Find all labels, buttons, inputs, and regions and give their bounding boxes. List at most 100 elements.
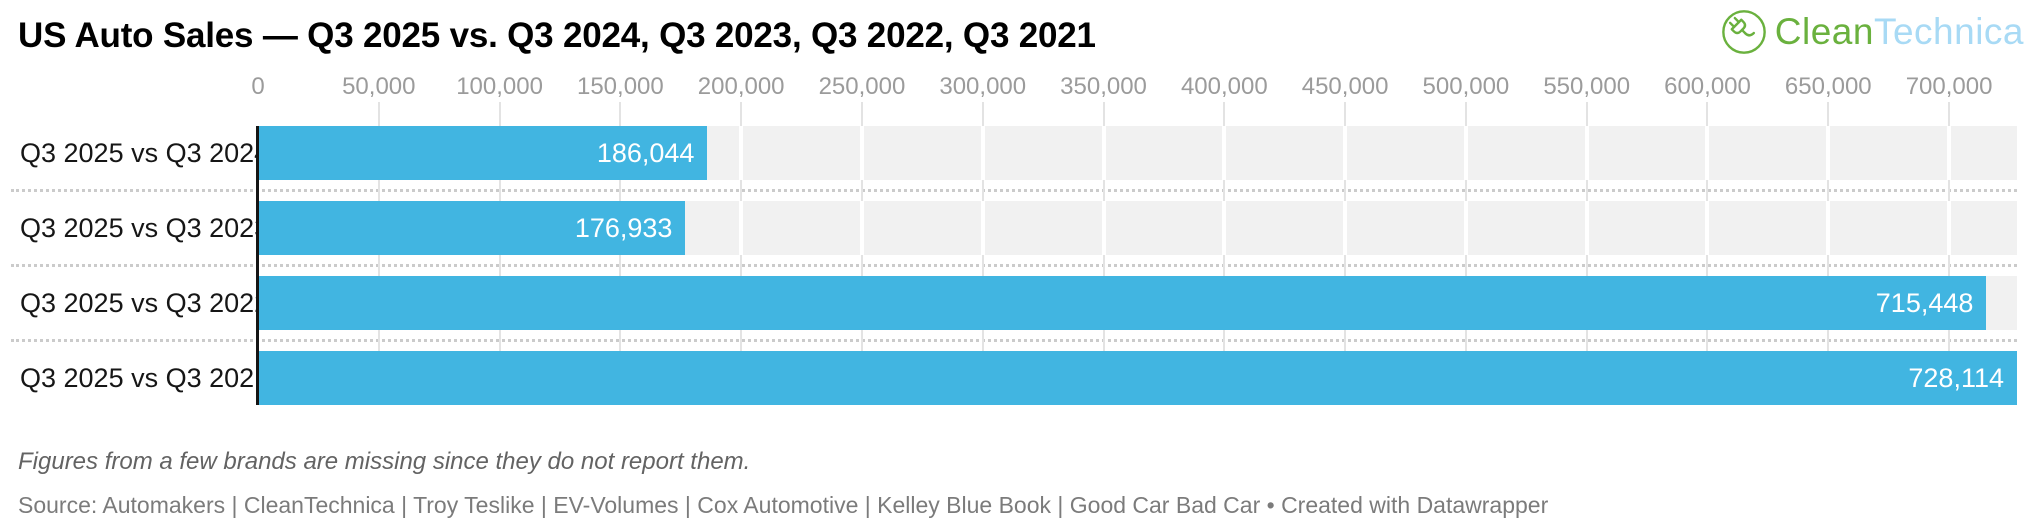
gridline (1102, 180, 1105, 201)
gridline (377, 330, 380, 351)
x-tick-label: 650,000 (1784, 73, 1872, 100)
gridline (498, 255, 501, 276)
bar[interactable]: 176,933 (258, 201, 686, 255)
gridline (1223, 180, 1226, 201)
gridline (860, 102, 863, 126)
gridline (498, 330, 501, 351)
gridline (1827, 255, 1830, 276)
x-tick-label: 150,000 (576, 73, 664, 100)
gridline (1463, 201, 1468, 255)
gridline (1223, 255, 1226, 276)
axis-baseline (256, 126, 259, 405)
gridline (981, 330, 984, 351)
gridline (1464, 180, 1467, 201)
chart-title: US Auto Sales — Q3 2025 vs. Q3 2024, Q3 … (18, 16, 1096, 55)
gridline (377, 180, 380, 201)
bar[interactable]: 186,044 (258, 126, 708, 180)
gridline (1223, 102, 1226, 126)
gridline (739, 201, 744, 255)
gridline (619, 255, 622, 276)
gridline (1947, 201, 1952, 255)
gridline (981, 102, 984, 126)
gridline (980, 126, 985, 180)
gridline (498, 102, 501, 126)
row-separator (11, 255, 2017, 276)
gridline (1585, 102, 1588, 126)
x-axis: 0 50,000 100,000 150,000 200,000 250,000 300,0… (15, 72, 2017, 102)
bar-value-label: 715,448 (1875, 287, 1974, 318)
x-tick-label: 700,000 (1905, 73, 1993, 100)
gridline (860, 180, 863, 201)
gridline (740, 180, 743, 201)
gridline (981, 255, 984, 276)
chart-row: Q3 2025 vs Q3 2023 176,933 (15, 201, 2017, 255)
logo-text-clean: Clean (1774, 11, 1874, 52)
x-tick-label: 100,000 (456, 73, 543, 100)
chart-source: Source: Automakers | CleanTechnica | Tro… (18, 492, 1549, 518)
x-tick-label: 200,000 (697, 73, 785, 100)
gridline (740, 255, 743, 276)
gridline (377, 102, 380, 126)
bar[interactable]: 728,114 (258, 351, 2017, 405)
axis-gap (15, 102, 2017, 126)
separator-grid-area (258, 330, 2017, 351)
gridline (1102, 330, 1105, 351)
gridline (739, 126, 744, 180)
logo-text-technica: Technica (1873, 11, 2024, 52)
row-label: Q3 2025 vs Q3 2023 (20, 212, 270, 243)
x-tick-label: 400,000 (1180, 73, 1268, 100)
chart-header: US Auto Sales — Q3 2025 vs. Q3 2024, Q3 … (0, 0, 2040, 58)
gridline (1826, 126, 1831, 180)
gridline (619, 180, 622, 201)
row-band: 728,114 (258, 351, 2017, 405)
cleantechnica-logo[interactable]: CleanTechnica (1720, 8, 2024, 56)
gridline (740, 330, 743, 351)
gridline (859, 126, 864, 180)
gridline (1948, 255, 1951, 276)
gridline (1343, 126, 1348, 180)
row-band: 176,933 (258, 201, 2017, 255)
x-tick-label: 50,000 (342, 73, 416, 100)
x-tick-label: 550,000 (1543, 73, 1631, 100)
gridline (1827, 102, 1830, 126)
gridline (1827, 330, 1830, 351)
gridline (1344, 102, 1347, 126)
chart-row: Q3 2025 vs Q3 2021 728,114 (15, 351, 2017, 405)
gridline (1706, 102, 1709, 126)
gridline (1585, 255, 1588, 276)
separator-grid-area (258, 180, 2017, 201)
bar[interactable]: 715,448 (258, 276, 1987, 330)
gridline (619, 330, 622, 351)
dotted-separator-line (11, 264, 2017, 267)
gridline (1223, 330, 1226, 351)
row-label: Q3 2025 vs Q3 2024 (20, 137, 270, 168)
x-tick-label: 300,000 (939, 73, 1027, 100)
gridline (1826, 201, 1831, 255)
bar-value-label: 728,114 (1908, 362, 2004, 393)
gridline (498, 180, 501, 201)
gridline (1705, 201, 1710, 255)
bar-chart: 0 50,000 100,000 150,000 200,000 250,000 300,0… (11, 72, 2017, 405)
gridline (860, 330, 863, 351)
gridline (1585, 330, 1588, 351)
x-tick-label: 350,000 (1060, 73, 1147, 100)
gridline (1222, 201, 1227, 255)
gridline (1948, 330, 1951, 351)
gridline (1706, 255, 1709, 276)
gridline (1344, 330, 1347, 351)
gridline (1344, 255, 1347, 276)
chart-row: Q3 2025 vs Q3 2022 715,448 (15, 276, 2017, 330)
dotted-separator-line (11, 339, 2017, 342)
row-band: 715,448 (258, 276, 2017, 330)
gridline (1584, 201, 1589, 255)
cleantechnica-plug-icon (1720, 8, 1768, 56)
gridline (619, 102, 622, 126)
row-label: Q3 2025 vs Q3 2021 (20, 362, 270, 393)
gridline (1947, 126, 1952, 180)
gridline (1706, 330, 1709, 351)
gridline (1827, 180, 1830, 201)
gridline (740, 102, 743, 126)
gridline (1222, 126, 1227, 180)
bar-value-label: 176,933 (574, 212, 673, 243)
gridline (1948, 180, 1951, 201)
